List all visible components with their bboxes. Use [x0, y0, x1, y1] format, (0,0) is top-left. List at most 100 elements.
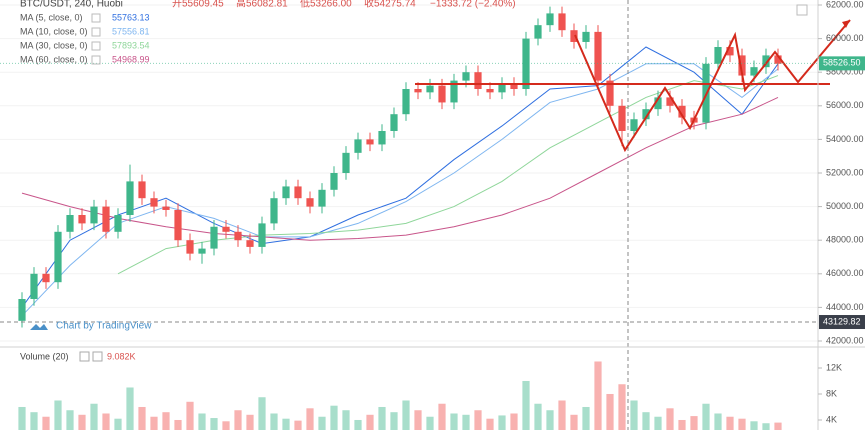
ohlc-low: 低53266.00	[300, 0, 352, 10]
candle-body	[606, 80, 614, 106]
volume-bar	[594, 361, 602, 430]
candle-body	[330, 173, 338, 190]
last-price-box	[819, 56, 865, 71]
volume-bar	[642, 412, 650, 430]
legend-eye-icon[interactable]	[91, 41, 101, 51]
candle-body	[666, 97, 674, 106]
volume-bar	[306, 408, 314, 430]
ma-line	[21, 96, 779, 241]
volume-bar	[90, 403, 98, 430]
y-tick-label: 56000.00	[826, 100, 864, 110]
ma-line	[117, 75, 779, 275]
volume-bar	[390, 412, 398, 430]
volume-bar	[582, 406, 590, 430]
volume-bar	[678, 419, 686, 430]
candle-body	[438, 85, 446, 103]
candle-body	[342, 152, 350, 173]
candle-body	[378, 131, 386, 145]
candle-body	[114, 215, 122, 232]
legend-eye-icon[interactable]	[91, 13, 101, 23]
watermark: Chart by TradingView	[30, 321, 152, 332]
candle-body	[546, 13, 554, 26]
y-tick-label: 50000.00	[826, 201, 864, 211]
volume-bar	[342, 410, 350, 430]
volume-bar	[222, 421, 230, 430]
candle-body	[714, 47, 722, 64]
candle-body	[618, 105, 626, 131]
volume-bar	[534, 403, 542, 430]
candle-body	[258, 223, 266, 247]
volume-bar	[378, 406, 386, 430]
y-tick-label: 62000.00	[826, 0, 864, 9]
y-tick-label: 54000.00	[826, 134, 864, 144]
volume-bar	[510, 413, 518, 430]
candle-body	[162, 206, 170, 210]
volume-bar	[414, 410, 422, 430]
watermark-icon	[30, 324, 48, 330]
y-tick-label: 42000.00	[826, 335, 864, 345]
candle-body	[462, 72, 470, 81]
ohlc-open: 开55609.45	[172, 0, 224, 10]
volume-bar	[102, 413, 110, 430]
volume-bar	[486, 418, 494, 430]
volume-bar	[318, 416, 326, 430]
legend-eye-icon[interactable]	[91, 55, 101, 65]
volume-bar	[558, 400, 566, 430]
candle-body	[534, 25, 542, 39]
volume-bar	[210, 418, 218, 430]
candle-body	[30, 273, 38, 299]
candle-body	[474, 72, 482, 89]
ma-layer	[21, 46, 779, 317]
candle-body	[390, 114, 398, 131]
volume-bar	[162, 412, 170, 430]
candle-body	[66, 215, 74, 232]
volume-bar	[282, 418, 290, 430]
volume-value: 9.082K	[107, 351, 136, 361]
candle-body	[402, 89, 410, 115]
candle-body	[486, 89, 494, 93]
volume-eye-icon[interactable]	[79, 351, 90, 362]
volume-settings-icon[interactable]	[92, 351, 103, 362]
candle-body	[678, 105, 686, 118]
candle-body	[762, 55, 770, 68]
volume-bar	[294, 420, 302, 430]
ma-line	[21, 46, 779, 308]
candle-body	[450, 80, 458, 103]
candle-body	[642, 109, 650, 120]
y-tick-label: 48000.00	[826, 235, 864, 245]
candle-body	[138, 181, 146, 199]
volume-bar	[186, 401, 194, 430]
volume-bar	[150, 416, 158, 430]
volume-bar	[78, 414, 86, 430]
y-tick-label: 52000.00	[826, 167, 864, 177]
candle-layer	[18, 6, 782, 328]
candle-body	[774, 55, 782, 64]
volume-bar	[354, 419, 362, 430]
settings-icon[interactable]	[796, 4, 808, 16]
volume-bar	[258, 397, 266, 430]
candle-body	[582, 31, 590, 42]
grid-layer	[0, 4, 818, 342]
volume-tick-label: 4K	[826, 414, 837, 424]
drawn-zigzag	[574, 19, 851, 153]
volume-bar	[366, 414, 374, 430]
volume-bar	[690, 416, 698, 430]
volume-bar	[198, 413, 206, 430]
candle-body	[126, 181, 134, 215]
candle-body	[426, 85, 434, 93]
volume-bar	[402, 400, 410, 430]
y-tick-label: 58000.00	[826, 67, 864, 77]
legend-eye-icon[interactable]	[91, 27, 101, 37]
volume-bar	[234, 410, 242, 430]
candle-body	[102, 206, 110, 232]
volume-bar	[654, 416, 662, 430]
volume-bar	[570, 414, 578, 430]
candle-body	[414, 89, 422, 93]
volume-bar	[546, 410, 554, 430]
volume-bar	[606, 393, 614, 430]
candle-body	[366, 139, 374, 145]
ma-line	[21, 63, 779, 317]
legend-name: MA (30, close, 0)	[20, 40, 88, 50]
legend-name: MA (5, close, 0)	[20, 12, 83, 22]
